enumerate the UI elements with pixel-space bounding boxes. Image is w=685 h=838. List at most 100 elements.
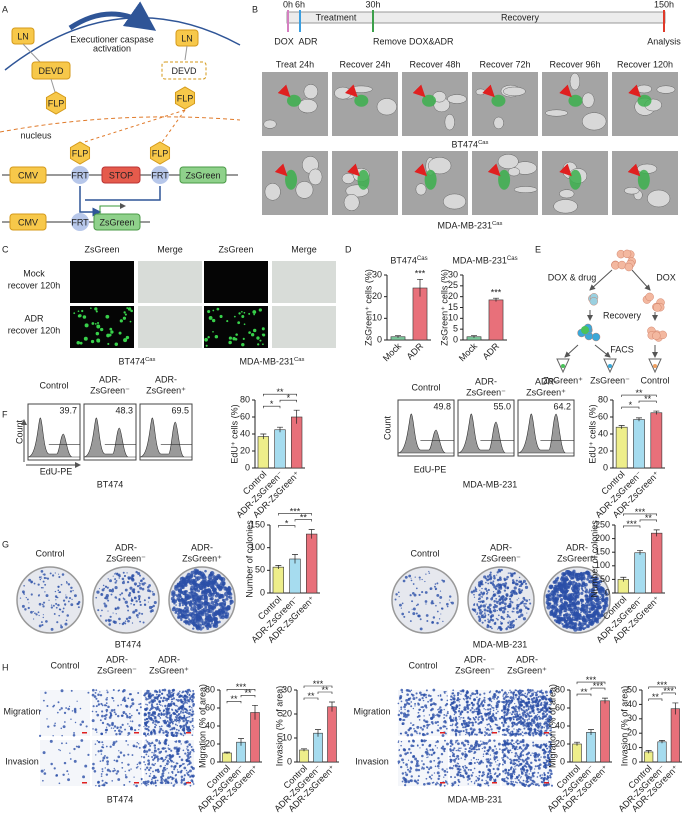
stained-cell	[148, 712, 150, 714]
stained-cell	[418, 715, 421, 718]
stained-cell	[509, 712, 510, 713]
colony	[576, 627, 580, 631]
stained-cell	[193, 727, 194, 728]
stained-cell	[191, 746, 193, 748]
colony	[575, 576, 577, 578]
colony	[568, 581, 572, 585]
colony	[41, 587, 42, 588]
stained-cell	[537, 690, 539, 692]
stained-cell	[170, 732, 173, 735]
stained-cell	[538, 729, 539, 730]
stained-cell	[160, 704, 162, 706]
stained-cell	[430, 709, 432, 711]
stained-cell	[97, 740, 98, 741]
stained-cell	[471, 707, 472, 708]
stained-cell	[192, 710, 194, 712]
bar	[258, 437, 269, 468]
colony	[478, 607, 480, 609]
stained-cell	[146, 750, 149, 753]
stained-cell	[191, 720, 193, 722]
label: ZsGreen	[185, 170, 220, 180]
label: MDA-MB-231Cas	[240, 356, 305, 366]
stained-cell	[491, 705, 493, 707]
stained-cell	[148, 784, 149, 785]
stained-cell	[187, 764, 188, 765]
stained-cell	[148, 755, 150, 757]
colony	[38, 611, 40, 613]
stained-cell	[459, 769, 461, 771]
stained-cell	[444, 740, 446, 742]
green-cell	[212, 310, 214, 312]
stained-cell	[177, 763, 178, 764]
label: FRT	[71, 217, 89, 227]
stained-cell	[518, 733, 519, 734]
colony	[514, 592, 517, 595]
stained-cell	[410, 701, 412, 703]
green-cell	[241, 315, 244, 318]
stained-cell	[113, 700, 114, 701]
stained-cell	[127, 763, 129, 765]
colony	[66, 614, 68, 616]
stained-cell	[184, 708, 186, 710]
stained-cell	[523, 694, 525, 696]
label: 6h	[295, 0, 305, 9]
stained-cell	[426, 724, 429, 727]
stained-cell	[146, 783, 147, 784]
green-cell	[568, 95, 582, 107]
stained-cell	[469, 762, 472, 765]
colony	[515, 619, 517, 621]
stained-cell	[154, 726, 156, 728]
stained-cell	[537, 730, 538, 731]
label: FRT	[151, 170, 169, 180]
colony	[581, 574, 585, 578]
stained-cell	[464, 699, 465, 700]
stained-cell	[111, 727, 112, 728]
green-cell	[97, 322, 99, 324]
stained-cell	[486, 724, 488, 726]
stained-cell	[161, 774, 164, 777]
stained-cell	[472, 724, 474, 726]
colony	[497, 589, 500, 592]
stained-cell	[170, 776, 172, 778]
stained-cell	[401, 700, 403, 702]
stained-cell	[130, 768, 131, 769]
colony	[31, 593, 33, 595]
stained-cell	[451, 783, 453, 785]
stained-cell	[113, 728, 114, 729]
stained-cell	[100, 760, 102, 762]
colony	[485, 577, 487, 579]
stained-cell	[189, 769, 192, 772]
green-cell	[212, 331, 214, 333]
stained-cell	[138, 762, 141, 765]
stained-cell	[171, 728, 173, 730]
stained-cell	[478, 748, 480, 750]
colony	[184, 620, 188, 624]
colony	[217, 603, 219, 605]
stained-cell	[131, 715, 133, 717]
stained-cell	[168, 772, 169, 773]
stained-cell	[457, 771, 460, 774]
panel-letter: D	[345, 244, 352, 254]
stained-cell	[165, 716, 167, 718]
colony	[583, 615, 585, 617]
label: 69.5	[171, 405, 189, 415]
cell-icon	[653, 304, 661, 312]
colony	[512, 582, 514, 584]
colony	[523, 603, 525, 605]
stained-cell	[101, 710, 103, 712]
green-cell	[207, 336, 209, 338]
stained-cell	[162, 720, 164, 722]
colony	[42, 604, 44, 606]
colony	[182, 600, 186, 604]
colony	[601, 594, 604, 597]
stained-cell	[75, 722, 76, 723]
stained-cell	[403, 719, 405, 721]
green-cell	[252, 310, 256, 314]
stained-cell	[59, 782, 61, 784]
stained-cell	[511, 713, 513, 715]
colony	[497, 601, 499, 603]
colony	[555, 578, 559, 582]
stained-cell	[477, 712, 480, 715]
green-cell	[90, 307, 92, 309]
colony	[515, 582, 518, 585]
